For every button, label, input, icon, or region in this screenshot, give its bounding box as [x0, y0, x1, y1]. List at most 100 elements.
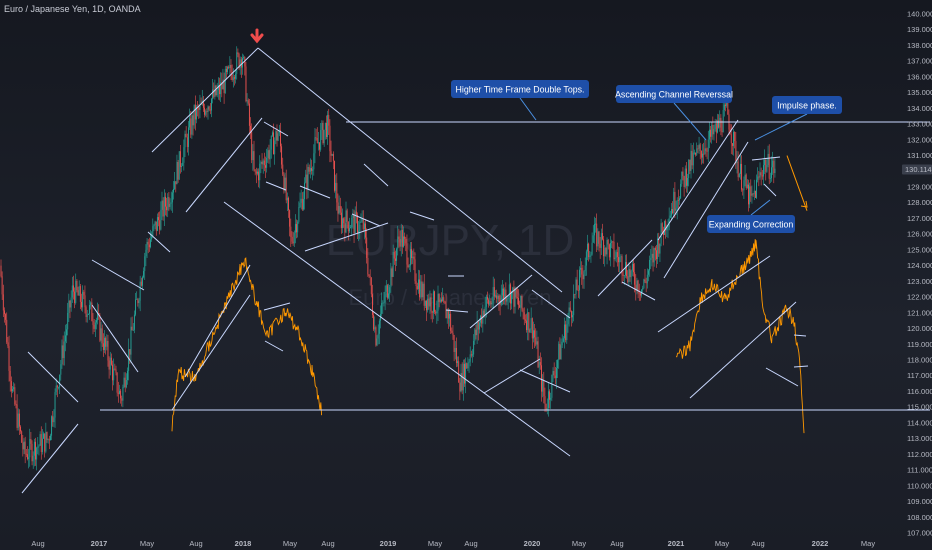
y-tick-label: 131.000	[907, 151, 932, 160]
candle-body	[566, 324, 568, 341]
candle-body	[86, 314, 88, 318]
candle-body	[419, 279, 421, 298]
candle-body	[401, 229, 403, 247]
candle-body	[291, 236, 293, 242]
candle-body	[10, 381, 12, 392]
callout-box[interactable]	[772, 96, 842, 114]
candle-body	[301, 198, 303, 210]
x-tick-label: Aug	[31, 539, 44, 548]
candle-body	[386, 285, 388, 298]
candle-body	[68, 300, 70, 313]
callout-box[interactable]	[707, 215, 795, 233]
trendline	[185, 117, 263, 213]
candle-body	[470, 354, 472, 356]
candle-body	[146, 241, 148, 250]
candle-body	[457, 361, 458, 363]
candle-body	[167, 196, 169, 211]
candle-body	[81, 301, 82, 308]
candle-body	[602, 233, 603, 240]
candle-body	[354, 211, 356, 234]
x-tick-label: May	[428, 539, 442, 548]
y-tick-label: 138.000	[907, 41, 932, 50]
candle-body	[30, 439, 32, 444]
candle-body	[530, 318, 532, 330]
trendline	[597, 239, 653, 297]
candle-body	[324, 122, 326, 130]
candle-body	[313, 153, 315, 170]
candle-body	[77, 290, 79, 296]
candle-body	[649, 259, 651, 271]
candle-body	[409, 249, 411, 266]
candle-body	[608, 244, 610, 258]
candle-body	[539, 362, 541, 366]
candle-body	[73, 285, 74, 292]
candle-body	[769, 178, 771, 179]
candle-body	[673, 191, 675, 213]
candle-body	[266, 157, 268, 168]
y-tick-label: 125.000	[907, 245, 932, 254]
candle-body	[178, 151, 180, 180]
candle-body	[368, 274, 370, 276]
candle-body	[223, 79, 225, 94]
candle-body	[689, 159, 691, 171]
candle-body	[515, 288, 517, 298]
candle-body	[4, 310, 5, 315]
candle-body	[92, 321, 94, 325]
candle-body	[259, 163, 261, 181]
candle-body	[474, 329, 476, 341]
candle-body	[753, 190, 755, 195]
candle-body	[349, 228, 350, 232]
y-tick-label: 110.000	[907, 481, 932, 490]
candle-body	[288, 197, 289, 211]
candle-body	[691, 150, 693, 166]
candle-body	[708, 129, 710, 140]
candle-body	[424, 300, 426, 306]
candle-body	[549, 391, 550, 400]
candle-body	[140, 281, 142, 286]
candle-body	[32, 455, 34, 462]
candle-body	[455, 348, 457, 363]
candle-body	[414, 259, 416, 282]
candle-body	[119, 390, 120, 394]
candle-body	[330, 151, 332, 156]
candle-body	[674, 191, 676, 211]
candle-body	[613, 241, 615, 260]
candle-body	[235, 73, 237, 79]
candle-body	[347, 221, 349, 232]
candle-body	[21, 431, 23, 443]
candle-body	[337, 202, 339, 214]
candle-body	[144, 256, 146, 271]
candle-body	[580, 267, 582, 270]
candle-body	[340, 212, 342, 229]
candle-body	[572, 315, 573, 318]
candle-body	[635, 284, 637, 291]
candle-body	[236, 52, 238, 74]
y-tick-label: 128.000	[907, 198, 932, 207]
candle-body	[220, 82, 222, 95]
candle-body	[498, 295, 500, 302]
candle-body	[734, 131, 736, 142]
candle-body	[534, 330, 536, 338]
candle-body	[476, 321, 478, 336]
candle-body	[188, 127, 189, 147]
candle-body	[705, 148, 707, 151]
candle-body	[626, 262, 628, 277]
callout-box[interactable]	[616, 85, 732, 103]
candle-body	[396, 248, 398, 261]
candle-body	[322, 122, 324, 144]
candle-body	[336, 182, 338, 203]
candle-body	[31, 443, 33, 462]
candle-body	[557, 360, 559, 369]
markers	[250, 28, 808, 211]
candle-body	[294, 224, 296, 233]
candle-body	[513, 287, 515, 307]
candle-body	[583, 271, 585, 280]
candle-body	[760, 172, 762, 176]
callout-box[interactable]	[451, 80, 589, 98]
candle-body	[497, 295, 499, 299]
candle-body	[61, 345, 63, 365]
candle-body	[94, 322, 96, 329]
candle-body	[162, 200, 164, 217]
x-tick-label: Aug	[189, 539, 202, 548]
